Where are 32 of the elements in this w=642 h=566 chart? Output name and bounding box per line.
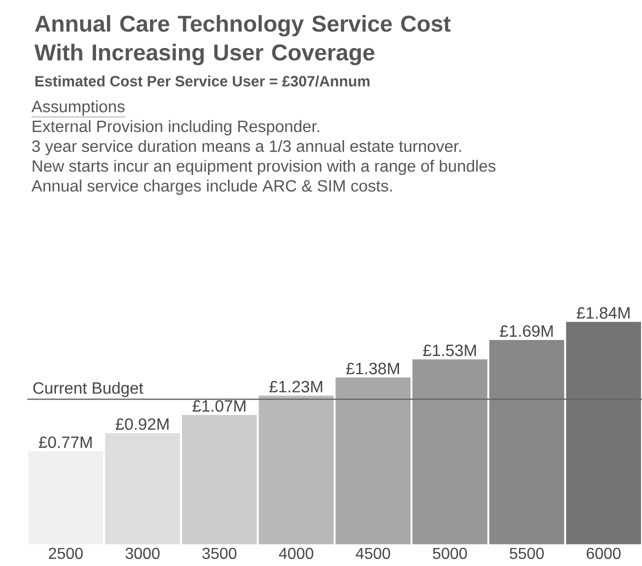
- chart-title: Annual Care Technology Service Cost With Increasing User Coverage: [34, 15, 451, 66]
- text: External Provision including Responder.: [32, 120, 320, 136]
- data-label: £1.38M: [346, 362, 399, 374]
- bar: [28, 451, 104, 544]
- text: Annual service charges include ARC & SIM costs.: [32, 180, 392, 195]
- data-label: £1.07M: [192, 400, 246, 412]
- bar: [105, 433, 180, 544]
- x-tick-label: 5500: [510, 548, 544, 559]
- x-tick-label: 2500: [48, 548, 83, 559]
- data-label: £1.84M: [576, 307, 630, 319]
- text: 3 year service duration means a 1/3 annual estate turnover.: [32, 140, 461, 156]
- x-tick-label: 3500: [202, 548, 236, 559]
- x-tick-label: 3000: [126, 548, 160, 559]
- x-tick-label: 4000: [278, 548, 314, 559]
- bar: [182, 414, 257, 544]
- data-label: £1.69M: [500, 325, 553, 337]
- bar: [258, 396, 334, 544]
- bar: [566, 322, 642, 544]
- x-tick-label: 5000: [432, 548, 467, 559]
- bar: [412, 359, 488, 544]
- x-tick-label: 6000: [586, 548, 621, 559]
- text: New starts incur an equipment provision with a range of bundles: [32, 160, 496, 176]
- data-label: £1.23M: [269, 380, 322, 392]
- bar: [489, 340, 564, 544]
- data-label: £1.53M: [423, 344, 476, 356]
- data-label: £0.92M: [116, 418, 168, 430]
- bar: [336, 377, 411, 544]
- data-label: £0.77M: [38, 436, 92, 448]
- x-tick-label: 4500: [356, 548, 390, 559]
- text: Assumptions: [32, 100, 125, 116]
- ref-line-label: Current Budget: [33, 382, 144, 398]
- chart-subtitle: Estimated Cost Per Service User = £307/Annum: [35, 75, 370, 87]
